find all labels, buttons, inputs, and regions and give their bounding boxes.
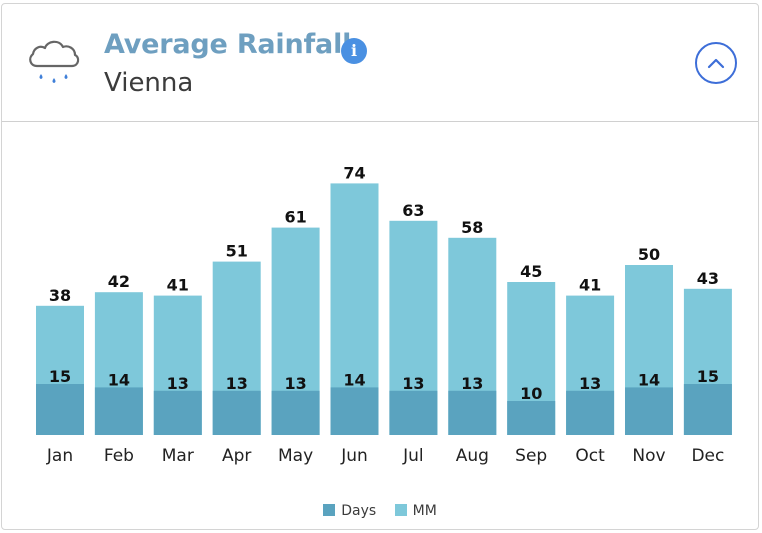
days-value-label: 13 bbox=[226, 374, 248, 393]
days-value-label: 14 bbox=[108, 370, 130, 389]
x-tick-label: Mar bbox=[162, 446, 194, 466]
info-icon[interactable]: i bbox=[341, 38, 367, 64]
days-bar-sep[interactable] bbox=[507, 401, 556, 435]
x-tick-label: Aug bbox=[456, 446, 489, 466]
location-name: Vienna bbox=[104, 68, 194, 98]
mm-value-label: 61 bbox=[284, 208, 306, 227]
rainfall-chart: 38 15 Jan 42 14 Feb 41 13 Mar 51 13 Apr 61 13 May 74 14 J… bbox=[36, 163, 732, 466]
days-value-label: 13 bbox=[402, 374, 424, 393]
legend-label-mm: MM bbox=[412, 503, 437, 519]
mm-value-label: 63 bbox=[402, 201, 424, 220]
card-header: Average Rainfall i Vienna bbox=[2, 4, 758, 122]
mm-value-label: 38 bbox=[49, 286, 71, 305]
days-bar-apr[interactable] bbox=[212, 390, 261, 435]
mm-value-label: 41 bbox=[579, 276, 601, 295]
x-tick-label: May bbox=[278, 446, 313, 466]
page-title: Average Rainfall bbox=[104, 29, 352, 60]
legend-swatch-mm bbox=[394, 504, 407, 516]
chevron-up-icon bbox=[707, 58, 725, 69]
days-value-label: 14 bbox=[343, 370, 365, 389]
x-tick-label: Jun bbox=[340, 446, 368, 466]
days-value-label: 15 bbox=[49, 367, 71, 386]
days-bar-jun[interactable] bbox=[330, 387, 379, 435]
rain-cloud-icon bbox=[29, 40, 80, 83]
x-tick-label: Oct bbox=[575, 446, 605, 466]
mm-value-label: 58 bbox=[461, 218, 483, 237]
days-bar-aug[interactable] bbox=[448, 390, 497, 435]
days-value-label: 15 bbox=[697, 367, 719, 386]
legend-swatch-days bbox=[323, 504, 336, 516]
days-value-label: 10 bbox=[520, 384, 542, 403]
days-bar-oct[interactable] bbox=[566, 390, 615, 435]
x-tick-label: Apr bbox=[222, 446, 251, 466]
days-bar-may[interactable] bbox=[271, 390, 320, 435]
x-tick-label: Sep bbox=[515, 446, 547, 466]
mm-value-label: 41 bbox=[167, 276, 189, 295]
days-value-label: 13 bbox=[579, 374, 601, 393]
mm-value-label: 50 bbox=[638, 245, 660, 264]
days-value-label: 13 bbox=[284, 374, 306, 393]
mm-value-label: 74 bbox=[343, 163, 365, 182]
x-tick-label: Nov bbox=[632, 446, 665, 466]
x-tick-label: Dec bbox=[691, 446, 724, 466]
legend-item-days[interactable]: Days bbox=[323, 503, 376, 519]
days-bar-jul[interactable] bbox=[389, 390, 438, 435]
mm-value-label: 51 bbox=[226, 242, 248, 261]
x-tick-label: Jan bbox=[46, 446, 73, 466]
days-bar-jan[interactable] bbox=[36, 384, 84, 435]
mm-value-label: 45 bbox=[520, 262, 542, 281]
rainfall-card: Average Rainfall i Vienna 38 15 Jan 42 14 Feb… bbox=[1, 3, 759, 530]
days-bar-dec[interactable] bbox=[683, 384, 732, 435]
days-bar-nov[interactable] bbox=[625, 387, 673, 435]
days-value-label: 13 bbox=[167, 374, 189, 393]
legend-label-days: Days bbox=[341, 503, 377, 519]
x-tick-label: Jul bbox=[402, 446, 424, 466]
days-bar-feb[interactable] bbox=[94, 387, 143, 435]
days-bar-mar[interactable] bbox=[153, 390, 202, 435]
days-value-label: 14 bbox=[638, 370, 660, 389]
chart-legend: Days MM bbox=[2, 503, 758, 519]
mm-value-label: 43 bbox=[697, 269, 719, 288]
x-tick-label: Feb bbox=[104, 446, 134, 466]
days-value-label: 13 bbox=[461, 374, 483, 393]
mm-value-label: 42 bbox=[108, 272, 130, 291]
collapse-button[interactable] bbox=[695, 42, 737, 84]
legend-item-mm[interactable]: MM bbox=[394, 503, 437, 519]
